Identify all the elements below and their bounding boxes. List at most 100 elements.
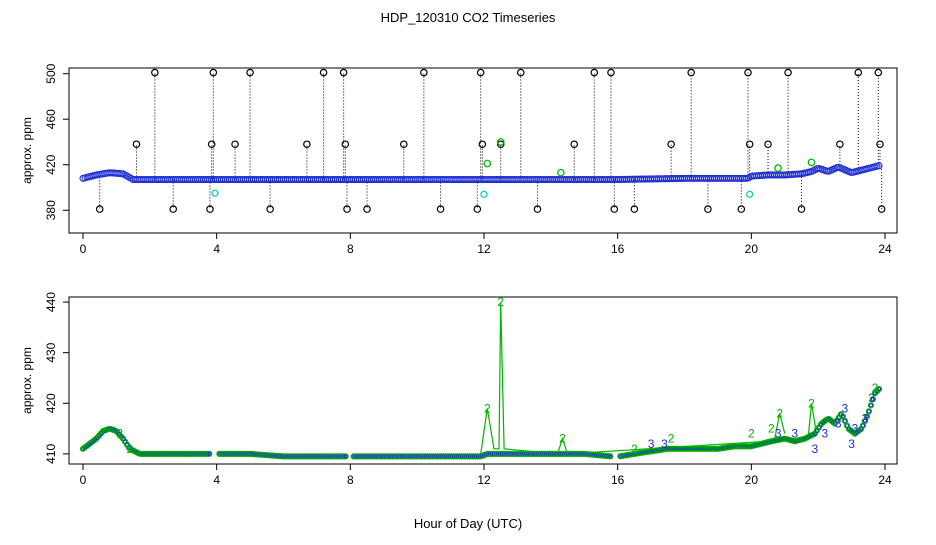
flag-label-3: 3: [842, 401, 849, 415]
cyan-point: [746, 190, 754, 198]
y-tick-label: 430: [44, 342, 58, 362]
x-tick-label: 16: [611, 473, 625, 487]
raw-point: [876, 140, 884, 149]
data-point-outer: [867, 402, 875, 409]
raw-point: [303, 140, 311, 149]
raw-point: [132, 140, 141, 149]
x-tick-label: 4: [213, 473, 220, 487]
x-tick-label: 8: [347, 242, 354, 256]
y-tick-label: 420: [44, 393, 58, 413]
x-tick-label: 20: [745, 242, 759, 256]
data-point-outer: [865, 408, 873, 415]
raw-point: [169, 205, 178, 213]
raw-point: [877, 205, 886, 213]
x-tick-label: 24: [878, 473, 892, 487]
flag-label-2: 2: [631, 442, 638, 456]
raw-point: [363, 205, 371, 213]
plot-frame: [68, 67, 898, 234]
data-point-outer: [869, 396, 877, 403]
raw-point: [476, 68, 485, 77]
raw-point: [151, 68, 159, 77]
raw-point: [209, 68, 218, 77]
flag-label-3: 3: [848, 437, 855, 451]
raw-point: [533, 205, 542, 213]
raw-point: [737, 205, 746, 213]
raw-point: [745, 140, 754, 149]
x-tick-label: 16: [611, 242, 625, 256]
flag-label-3: 3: [822, 427, 829, 441]
raw-point: [496, 140, 505, 149]
raw-point: [516, 68, 525, 77]
flag-label-2: 2: [668, 432, 675, 446]
raw-point: [797, 205, 806, 213]
raw-point: [607, 68, 615, 77]
x-tick-label: 12: [477, 473, 491, 487]
data-point-outer: [342, 453, 349, 460]
raw-point: [207, 140, 216, 149]
raw-point: [341, 140, 350, 149]
y-tick-label: 500: [44, 63, 58, 83]
flag-label-2: 2: [126, 442, 133, 456]
raw-point: [266, 205, 274, 213]
y-tick-label: 380: [44, 200, 58, 220]
data-point: [868, 403, 874, 408]
raw-point: [764, 140, 772, 149]
data-point: [866, 409, 872, 414]
flag-label-2: 2: [559, 432, 566, 446]
data-point-outer: [206, 450, 213, 457]
data-point-outer: [863, 413, 871, 420]
green-point: [483, 159, 492, 168]
x-tick-label: 20: [745, 473, 759, 487]
flag-label-3: 3: [648, 437, 655, 451]
data-point: [875, 162, 883, 170]
flag-label-3: 3: [835, 417, 842, 431]
data-point: [343, 454, 348, 459]
data-point: [870, 397, 876, 402]
raw-point: [420, 68, 428, 77]
raw-point: [436, 205, 445, 213]
data-point-outer: [607, 453, 614, 460]
data-point: [842, 418, 848, 424]
x-tick-label: 12: [477, 242, 491, 256]
raw-point: [590, 68, 599, 77]
green-point: [807, 158, 816, 167]
x-tick-label: 4: [213, 242, 220, 256]
cyan-point: [480, 190, 488, 198]
raw-point: [874, 68, 883, 77]
raw-point: [836, 140, 844, 149]
x-tick-label: 0: [80, 242, 87, 256]
flag-label-2: 2: [768, 422, 775, 436]
flag-label-2: 2: [484, 401, 491, 415]
y-tick-label: 420: [44, 154, 58, 174]
data-point: [207, 451, 212, 456]
data-point-outer: [875, 386, 883, 393]
panel-top: 0 4 8 12 16 20 24 380 420 460 500 approx. ppm: [20, 63, 898, 256]
raw-point: [687, 68, 695, 77]
y-tick-label: 460: [44, 109, 58, 129]
raw-point: [231, 140, 239, 149]
plot-frame: [68, 296, 898, 465]
raw-point: [854, 68, 863, 77]
raw-point: [630, 205, 639, 213]
green-point: [557, 168, 565, 177]
flag-label-2: 2: [116, 427, 123, 441]
raw-point: [246, 68, 254, 77]
raw-point: [570, 140, 579, 149]
raw-point: [784, 68, 792, 77]
cyan-point: [211, 189, 219, 197]
flag-label-2: 2: [808, 396, 815, 410]
flag-label-3: 3: [868, 391, 875, 405]
data-point: [745, 174, 753, 182]
flag-label-3: 3: [862, 411, 869, 425]
flag-label-3: 3: [775, 427, 782, 441]
raw-point: [343, 205, 351, 213]
raw-point: [473, 205, 482, 213]
flag-label-2: 2: [872, 381, 879, 395]
x-tick-label: 0: [80, 473, 87, 487]
data-point: [840, 414, 845, 419]
series-line-flag2: [480, 302, 818, 455]
flag-label-3: 3: [811, 442, 818, 456]
y-tick-label: 410: [44, 444, 58, 464]
